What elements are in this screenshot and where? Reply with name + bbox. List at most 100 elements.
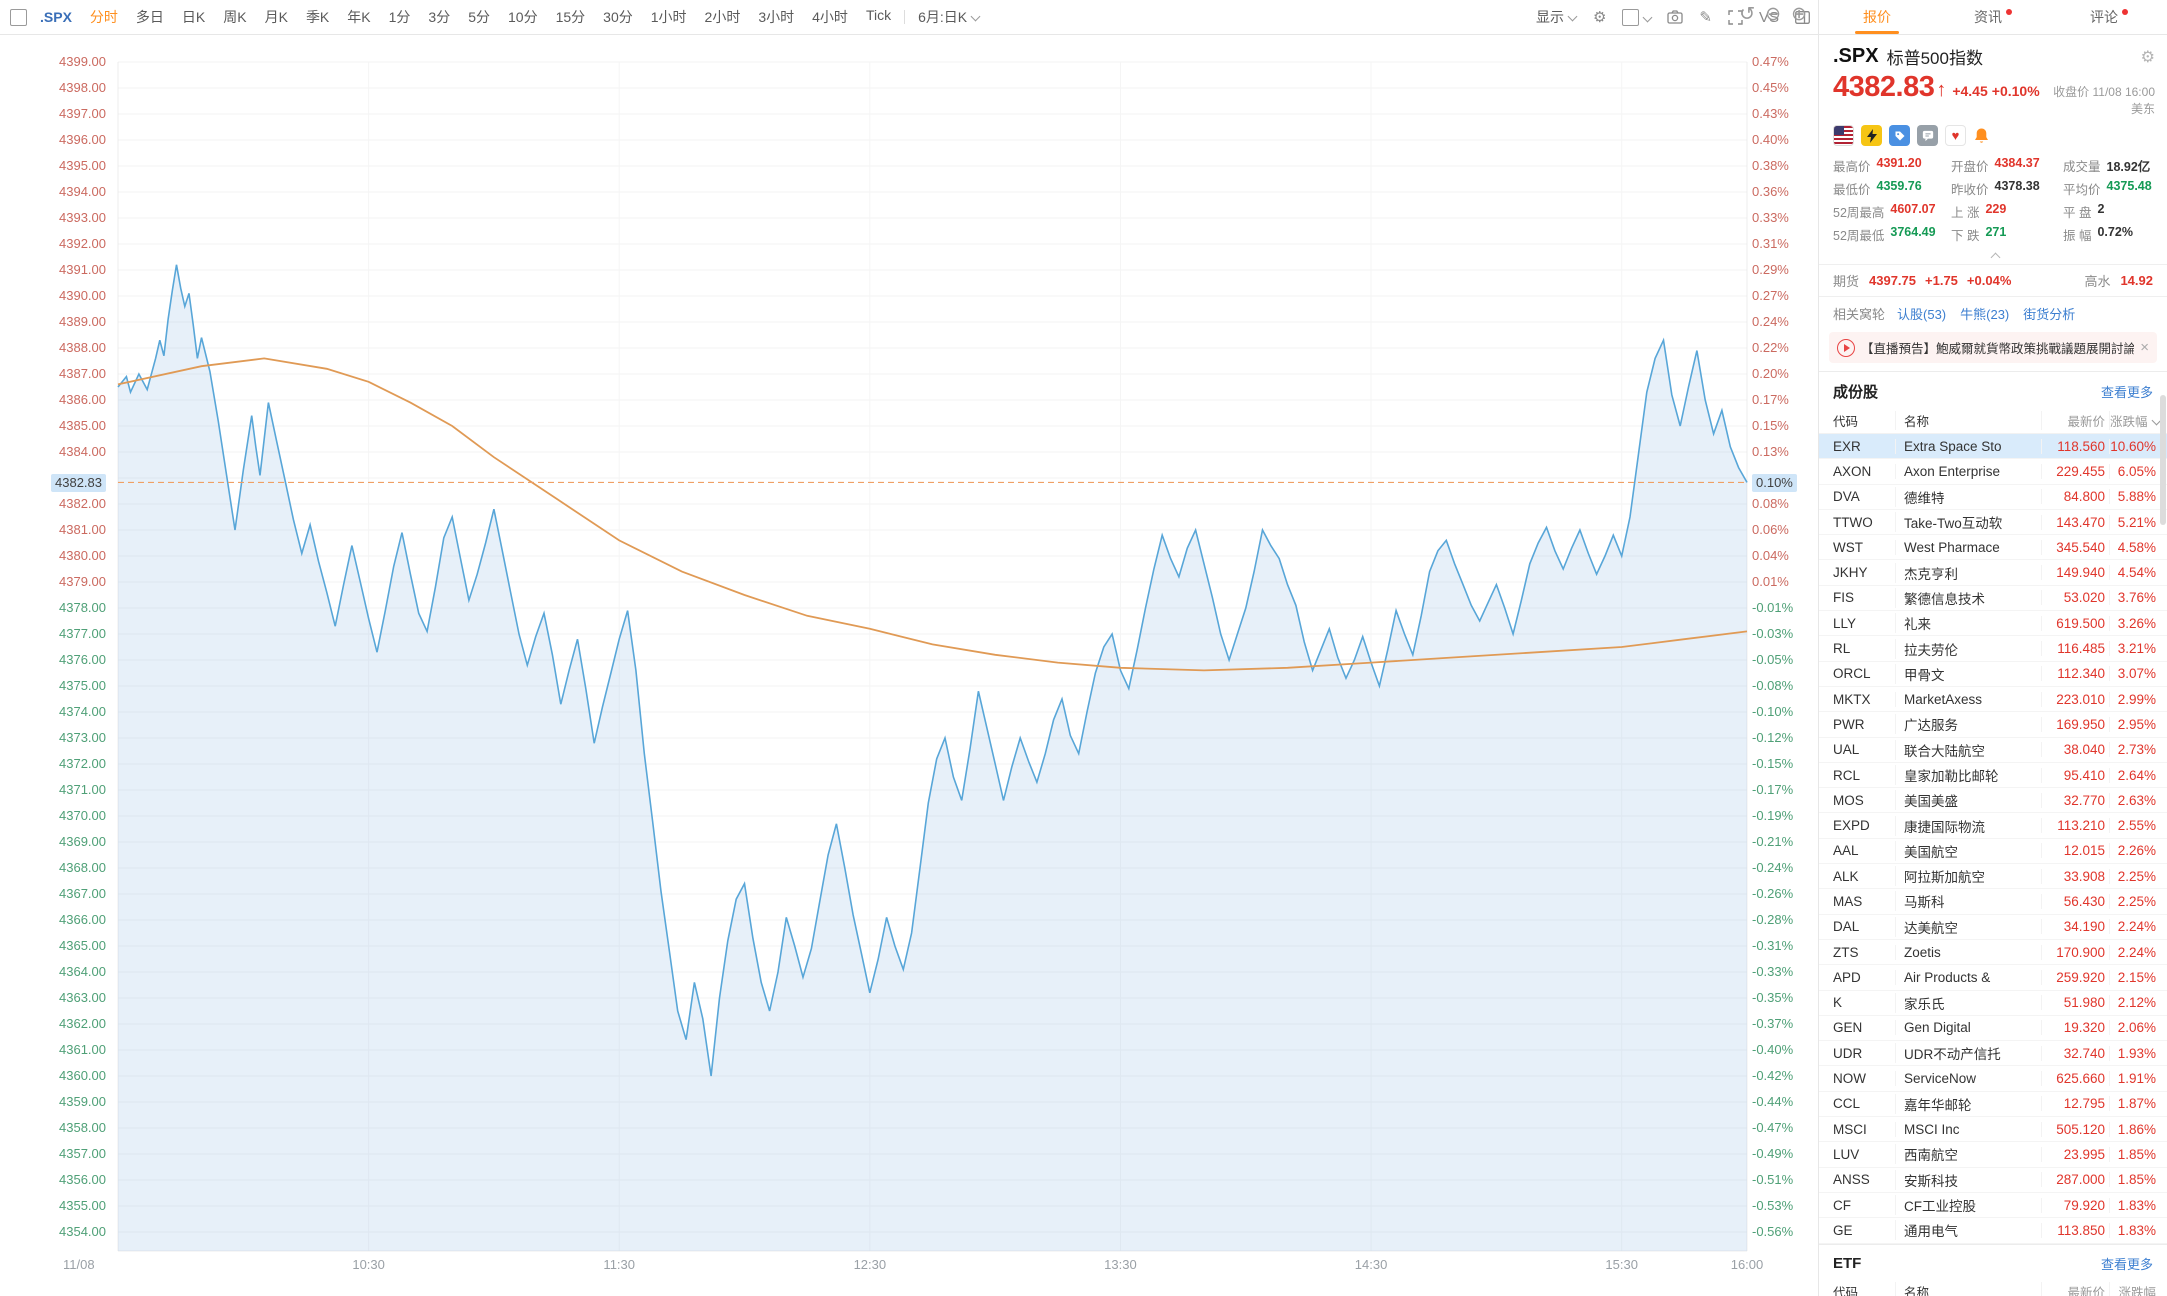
panel-tab-评论[interactable]: 评论 — [2051, 0, 2167, 34]
panel-tab-资讯[interactable]: 资讯 — [1935, 0, 2051, 34]
table-scrollbar[interactable] — [2160, 395, 2166, 525]
col-change[interactable]: 涨跌幅 — [2109, 411, 2167, 430]
components-view-more[interactable]: 查看更多 — [2100, 385, 2153, 400]
component-row-TTWO[interactable]: TTWO Take-Two互动软 143.470 5.21% — [1819, 510, 2167, 536]
premium-label: 高水 — [2084, 274, 2111, 289]
component-row-FIS[interactable]: FIS 繁德信息技术 53.020 3.76% — [1819, 586, 2167, 612]
timeframe-4小时[interactable]: 4小时 — [812, 9, 848, 25]
component-row-MAS[interactable]: MAS 马斯科 56.430 2.25% — [1819, 889, 2167, 915]
timeframe-周K[interactable]: 周K — [223, 9, 247, 25]
component-row-GEN[interactable]: GEN Gen Digital 19.320 2.06% — [1819, 1016, 2167, 1042]
timeframe-多日[interactable]: 多日 — [135, 9, 164, 25]
component-row-CCL[interactable]: CCL 嘉年华邮轮 12.795 1.87% — [1819, 1092, 2167, 1118]
components-table-header: 代码 名称 最新价 涨跌幅 — [1819, 408, 2167, 434]
timeframe-1分[interactable]: 1分 — [388, 9, 411, 25]
timeframe-2小时[interactable]: 2小时 — [704, 9, 741, 25]
component-row-PWR[interactable]: PWR 广达服务 169.950 2.95% — [1819, 712, 2167, 738]
timeframe-1小时[interactable]: 1小时 — [650, 9, 687, 25]
etf-col-code[interactable]: 代码 — [1833, 1285, 1859, 1296]
toolbar-symbol[interactable]: .SPX — [40, 9, 72, 25]
component-row-NOW[interactable]: NOW ServiceNow 625.660 1.91% — [1819, 1066, 2167, 1092]
component-row-K[interactable]: K 家乐氏 51.980 2.12% — [1819, 991, 2167, 1016]
period-selector[interactable]: 6月:日K — [909, 7, 988, 27]
last-price: 4382.83 — [1833, 71, 1935, 103]
panel-tab-报价[interactable]: 报价 — [1819, 0, 1935, 34]
component-row-DAL[interactable]: DAL 达美航空 34.190 2.24% — [1819, 915, 2167, 940]
fullscreen-icon[interactable] — [1720, 9, 1751, 25]
component-row-AXON[interactable]: AXON Axon Enterprise 229.455 6.05% — [1819, 459, 2167, 485]
chart-type-icon[interactable] — [1614, 8, 1659, 26]
chart-layout-icon[interactable] — [10, 8, 27, 26]
component-row-MOS[interactable]: MOS 美国美盛 32.770 2.63% — [1819, 788, 2167, 814]
etf-table-header: 代码 名称 最新价 涨跌幅 — [1819, 1279, 2167, 1296]
warrants-link-analysis[interactable]: 街货分析 — [2023, 307, 2076, 322]
timeframe-分时[interactable]: 分时 — [89, 9, 118, 25]
timeframe-5分[interactable]: 5分 — [468, 9, 491, 25]
side-panel-toggle-icon[interactable] — [1787, 10, 1818, 24]
intraday-chart[interactable]: 4399.00 0.47% 4398.00 0.45% 4397.00 0.43% 4396… — [0, 4, 1817, 1296]
component-row-EXR[interactable]: EXR Extra Space Sto 118.560 10.60% — [1819, 434, 2167, 460]
warrants-link-calls[interactable]: 认股(53) — [1897, 307, 1947, 322]
chart-canvas[interactable] — [0, 35, 1817, 1296]
component-row-CF[interactable]: CF CF工业控股 79.920 1.83% — [1819, 1193, 2167, 1219]
stat-最高价: 最高价 4391.20 — [1833, 156, 1922, 174]
chart-settings-gear-icon[interactable]: ⚙ — [1592, 9, 1607, 26]
chart-reset-icon[interactable]: ↺ — [1739, 4, 1756, 25]
col-price[interactable]: 最新价 — [2041, 411, 2109, 430]
compare-vs-button[interactable]: VS — [1758, 8, 1779, 26]
component-row-UAL[interactable]: UAL 联合大陆航空 38.040 2.73% — [1819, 738, 2167, 763]
timeframe-月K[interactable]: 月K — [264, 9, 288, 25]
banner-close-icon[interactable]: × — [2140, 339, 2149, 356]
timeframe-3小时[interactable]: 3小时 — [758, 9, 795, 25]
component-row-MSCI[interactable]: MSCI MSCI Inc 505.120 1.86% — [1819, 1117, 2167, 1143]
etf-col-change[interactable]: 涨跌幅 — [2109, 1281, 2167, 1296]
component-row-ANSS[interactable]: ANSS 安斯科技 287.000 1.85% — [1819, 1168, 2167, 1193]
lightning-icon[interactable] — [1861, 125, 1882, 146]
component-row-WST[interactable]: WST West Pharmace 345.540 4.58% — [1819, 535, 2167, 561]
component-row-AAL[interactable]: AAL 美国航空 12.015 2.26% — [1819, 839, 2167, 865]
component-row-ZTS[interactable]: ZTS Zoetis 170.900 2.24% — [1819, 940, 2167, 966]
timeframe-3分[interactable]: 3分 — [428, 9, 451, 25]
component-row-JKHY[interactable]: JKHY 杰克亨利 149.940 4.54% — [1819, 560, 2167, 586]
screenshot-camera-icon[interactable] — [1659, 10, 1691, 24]
chat-icon[interactable] — [1917, 125, 1938, 146]
draw-pencil-icon[interactable]: ✎ — [1699, 9, 1712, 26]
etf-col-price[interactable]: 最新价 — [2041, 1281, 2109, 1296]
unread-dot — [2006, 9, 2012, 15]
component-row-MKTX[interactable]: MKTX MarketAxess 223.010 2.99% — [1819, 687, 2167, 713]
component-row-RL[interactable]: RL 拉夫劳伦 116.485 3.21% — [1819, 636, 2167, 662]
live-broadcast-banner[interactable]: 【直播預告】鮑威爾就貨幣政策挑戰議題展開討論 × — [1829, 332, 2157, 363]
timeframe-10分[interactable]: 10分 — [508, 9, 538, 25]
component-row-ALK[interactable]: ALK 阿拉斯加航空 33.908 2.25% — [1819, 864, 2167, 890]
col-code[interactable]: 代码 — [1833, 415, 1859, 429]
component-row-APD[interactable]: APD Air Products & 259.920 2.15% — [1819, 965, 2167, 991]
component-row-LLY[interactable]: LLY 礼来 619.500 3.26% — [1819, 611, 2167, 637]
timeframe-日K[interactable]: 日K — [181, 9, 206, 25]
stats-collapse[interactable] — [1819, 246, 2167, 263]
component-row-UDR[interactable]: UDR UDR不动产信托 32.740 1.93% — [1819, 1041, 2167, 1067]
zoom-out-icon[interactable]: ⊖ — [1765, 4, 1782, 25]
stat-开盘价: 开盘价 4384.37 — [1951, 156, 2040, 174]
timeframe-Tick[interactable]: Tick — [865, 7, 892, 23]
etf-view-more[interactable]: 查看更多 — [2100, 1256, 2153, 1272]
tag-icon[interactable] — [1889, 125, 1910, 146]
component-row-RCL[interactable]: RCL 皇家加勒比邮轮 95.410 2.64% — [1819, 763, 2167, 789]
timeframe-季K[interactable]: 季K — [305, 9, 330, 25]
panel-settings-gear-icon[interactable]: ⚙ — [2140, 48, 2155, 66]
timeframe-30分[interactable]: 30分 — [603, 9, 633, 25]
etf-col-name[interactable]: 名称 — [1895, 1281, 2041, 1296]
warrants-link-cbbc[interactable]: 牛熊(23) — [1960, 307, 2010, 322]
col-name[interactable]: 名称 — [1895, 411, 2041, 430]
zoom-in-icon[interactable]: ⊕ — [1791, 4, 1807, 25]
component-row-EXPD[interactable]: EXPD 康捷国际物流 113.210 2.55% — [1819, 813, 2167, 839]
favorite-heart-icon[interactable]: ♥ — [1945, 125, 1966, 146]
alert-bell-icon[interactable] — [1973, 127, 1990, 145]
timeframe-15分[interactable]: 15分 — [555, 9, 586, 25]
component-row-DVA[interactable]: DVA 德维特 84.800 5.88% — [1819, 485, 2167, 510]
component-row-ORCL[interactable]: ORCL 甲骨文 112.340 3.07% — [1819, 662, 2167, 687]
display-menu[interactable]: 显示 — [1527, 7, 1585, 27]
component-row-GE[interactable]: GE 通用电气 113.850 1.83% — [1819, 1218, 2167, 1244]
futures-price: 4397.75 — [1869, 273, 1917, 288]
component-row-LUV[interactable]: LUV 西南航空 23.995 1.85% — [1819, 1142, 2167, 1168]
timeframe-年K[interactable]: 年K — [347, 9, 371, 25]
